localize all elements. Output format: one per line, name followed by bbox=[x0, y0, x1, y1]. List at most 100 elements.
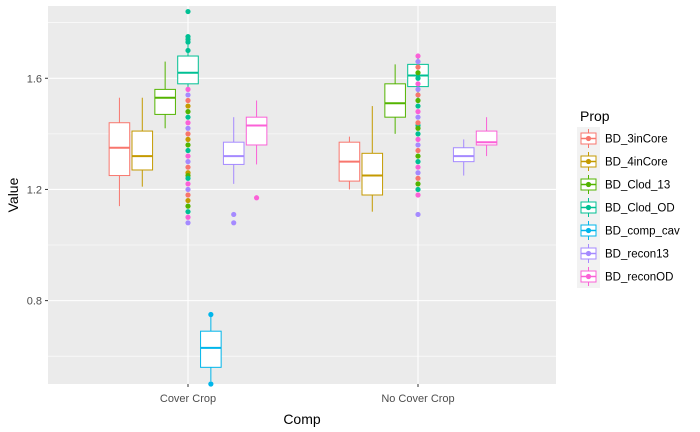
strip-point bbox=[185, 109, 191, 115]
strip-point bbox=[415, 170, 421, 176]
legend-item: BD_3inCore bbox=[577, 127, 668, 150]
box-body bbox=[131, 130, 154, 171]
box-BD_3inCore bbox=[338, 136, 361, 190]
legend-item: BD_reconOD bbox=[577, 265, 673, 288]
y-axis-title: Value bbox=[5, 177, 21, 212]
strip-point bbox=[185, 214, 191, 220]
strip-point bbox=[415, 131, 421, 137]
legend-item: BD_Clod_OD bbox=[577, 196, 675, 219]
box-body bbox=[108, 122, 131, 177]
strip-point bbox=[415, 164, 421, 170]
outlier-point bbox=[185, 39, 191, 45]
strip-point bbox=[185, 92, 191, 98]
y-tick-label: 0.8 bbox=[27, 296, 42, 308]
strip-point bbox=[185, 147, 191, 154]
box-BD_recon13 bbox=[222, 117, 245, 184]
legend-title: Prop bbox=[580, 108, 610, 124]
box-BD_reconOD bbox=[475, 117, 498, 157]
strip-point bbox=[415, 70, 421, 76]
strip-point bbox=[415, 86, 421, 92]
strip-point bbox=[185, 209, 191, 215]
strip-point bbox=[185, 203, 191, 209]
strip-point bbox=[185, 220, 191, 226]
strip-point bbox=[185, 164, 191, 170]
legend-key-point bbox=[585, 273, 592, 280]
strip-point bbox=[185, 120, 191, 126]
legend-item: BD_comp_cav bbox=[577, 219, 680, 242]
legend-label: BD_Clod_OD bbox=[605, 203, 675, 215]
strip-point bbox=[415, 142, 421, 148]
strip-point bbox=[185, 186, 191, 193]
box-body bbox=[245, 116, 268, 146]
box-body bbox=[222, 141, 245, 165]
box-layer bbox=[108, 44, 498, 382]
strip-point bbox=[185, 159, 191, 165]
strip-point bbox=[415, 125, 421, 131]
strip-point bbox=[185, 181, 191, 187]
y-tick-label: 1.2 bbox=[27, 184, 42, 196]
strip-point bbox=[415, 97, 421, 104]
strip-point bbox=[415, 136, 421, 143]
outlier-point bbox=[208, 311, 214, 318]
strip-point bbox=[185, 192, 191, 198]
strip-point bbox=[185, 153, 191, 159]
strip-point bbox=[415, 114, 421, 120]
strip-point bbox=[185, 175, 191, 181]
box-BD_4inCore bbox=[361, 106, 384, 212]
box-body bbox=[200, 330, 222, 368]
x-tick-label: No Cover Crop bbox=[381, 393, 454, 405]
strip-point bbox=[415, 109, 421, 115]
box-BD_Clod_OD bbox=[407, 56, 429, 101]
strip-point bbox=[185, 114, 191, 120]
legend-key-point bbox=[585, 204, 592, 211]
legend-item: BD_recon13 bbox=[577, 242, 669, 265]
box-body bbox=[177, 55, 199, 85]
y-axis: 0.8 1.2 1.6 bbox=[27, 73, 48, 308]
legend-label: BD_reconOD bbox=[605, 272, 673, 284]
point-layer bbox=[185, 8, 421, 387]
box-body bbox=[384, 83, 406, 118]
legend-key-point bbox=[585, 227, 592, 234]
outlier-point bbox=[208, 381, 214, 387]
strip-point bbox=[415, 192, 421, 198]
strip-point bbox=[415, 159, 421, 165]
legend-key-point bbox=[585, 135, 592, 142]
strip-point bbox=[185, 103, 191, 109]
box-BD_comp_cav bbox=[200, 314, 222, 382]
legend: Prop BD_3inCore BD_4inCore BD_Clod_13 BD_Cl… bbox=[577, 108, 680, 288]
outlier-point bbox=[231, 220, 237, 226]
legend-key-point bbox=[585, 250, 592, 257]
outlier-point bbox=[185, 47, 191, 54]
legend-label: BD_comp_cav bbox=[605, 226, 680, 238]
strip-point bbox=[415, 64, 421, 70]
strip-point bbox=[415, 181, 421, 187]
box-BD_reconOD bbox=[245, 100, 268, 165]
strip-point bbox=[185, 86, 191, 92]
strip-point bbox=[415, 175, 421, 181]
strip-point bbox=[415, 211, 421, 218]
legend-label: BD_Clod_13 bbox=[605, 180, 670, 192]
outlier-point bbox=[231, 211, 237, 218]
legend-key-point bbox=[585, 181, 592, 188]
legend-label: BD_recon13 bbox=[605, 249, 669, 261]
strip-point bbox=[185, 142, 191, 148]
outlier-point bbox=[185, 8, 191, 15]
strip-point bbox=[185, 131, 191, 137]
legend-label: BD_4inCore bbox=[605, 157, 668, 169]
strip-point bbox=[415, 120, 421, 126]
legend-item: BD_4inCore bbox=[577, 150, 668, 173]
legend-item: BD_Clod_13 bbox=[577, 173, 670, 196]
strip-point bbox=[415, 103, 421, 109]
box-BD_Clod_13 bbox=[384, 64, 406, 134]
strip-point bbox=[415, 153, 421, 159]
y-tick-label: 1.6 bbox=[27, 73, 42, 85]
box-BD_recon13 bbox=[452, 139, 475, 176]
box-BD_Clod_13 bbox=[154, 61, 176, 129]
box-body bbox=[452, 147, 475, 163]
strip-point bbox=[185, 136, 191, 143]
x-tick-label: Cover Crop bbox=[160, 393, 216, 405]
strip-point bbox=[185, 197, 191, 204]
strip-point bbox=[415, 147, 421, 154]
box-body bbox=[154, 88, 176, 115]
strip-point bbox=[415, 75, 421, 81]
